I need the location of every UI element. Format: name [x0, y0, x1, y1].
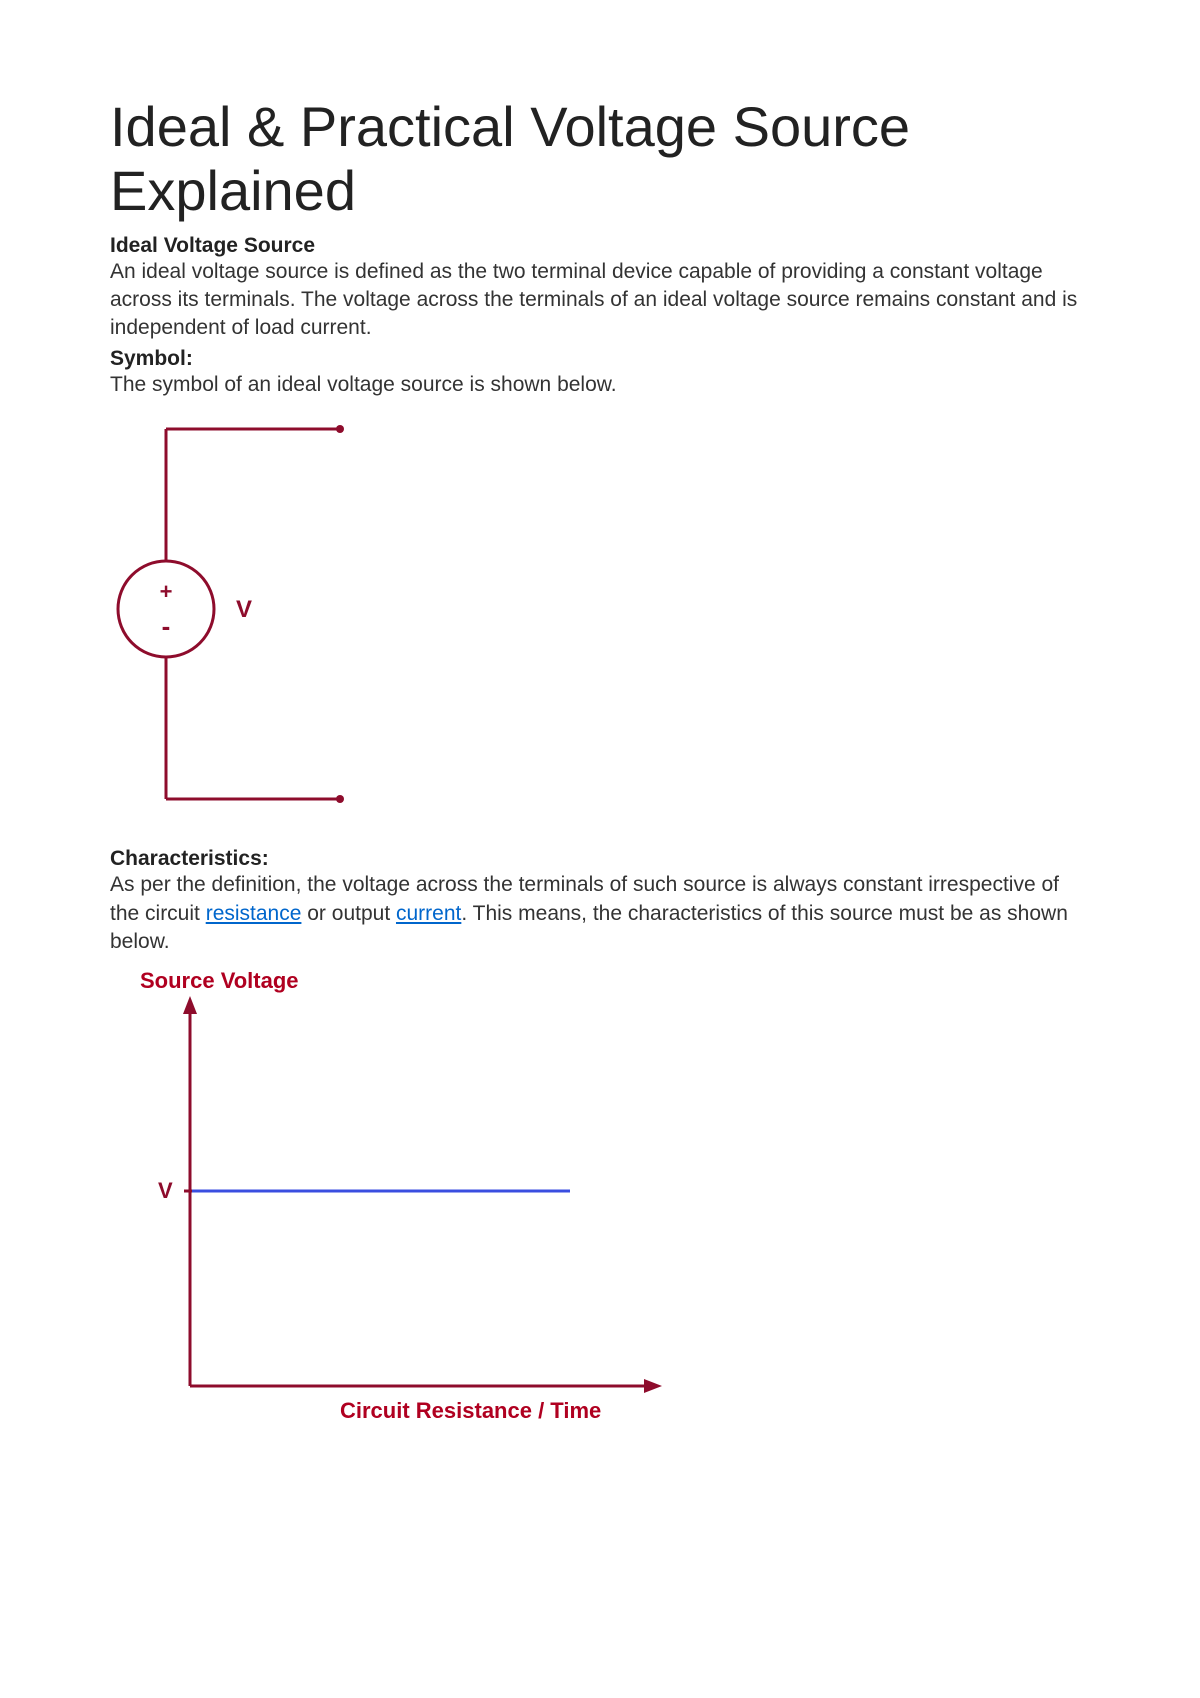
circuit-symbol-diagram: + - V — [110, 409, 1090, 819]
char-text-2: or output — [301, 902, 396, 925]
current-link[interactable]: current — [396, 902, 461, 925]
ideal-voltage-paragraph: An ideal voltage source is defined as th… — [110, 258, 1090, 343]
x-axis-label: Circuit Resistance / Time — [340, 1398, 601, 1423]
symbol-heading: Symbol: — [110, 347, 1090, 371]
symbol-paragraph: The symbol of an ideal voltage source is… — [110, 371, 1090, 399]
characteristics-paragraph: As per the definition, the voltage acros… — [110, 871, 1090, 956]
minus-label: - — [162, 611, 171, 641]
characteristics-chart: Source Voltage V Circuit Resistance / Ti… — [110, 966, 1090, 1426]
voltage-characteristic-graph: Source Voltage V Circuit Resistance / Ti… — [110, 966, 710, 1426]
v-label: V — [236, 596, 252, 623]
characteristics-heading: Characteristics: — [110, 847, 1090, 871]
v-tick-label: V — [158, 1178, 173, 1203]
ideal-voltage-heading: Ideal Voltage Source — [110, 234, 1090, 258]
page-title: Ideal & Practical Voltage Source Explain… — [110, 95, 1090, 224]
resistance-link[interactable]: resistance — [206, 902, 302, 925]
y-axis-label: Source Voltage — [140, 968, 299, 993]
voltage-source-symbol: + - V — [110, 409, 390, 819]
plus-label: + — [160, 579, 173, 604]
